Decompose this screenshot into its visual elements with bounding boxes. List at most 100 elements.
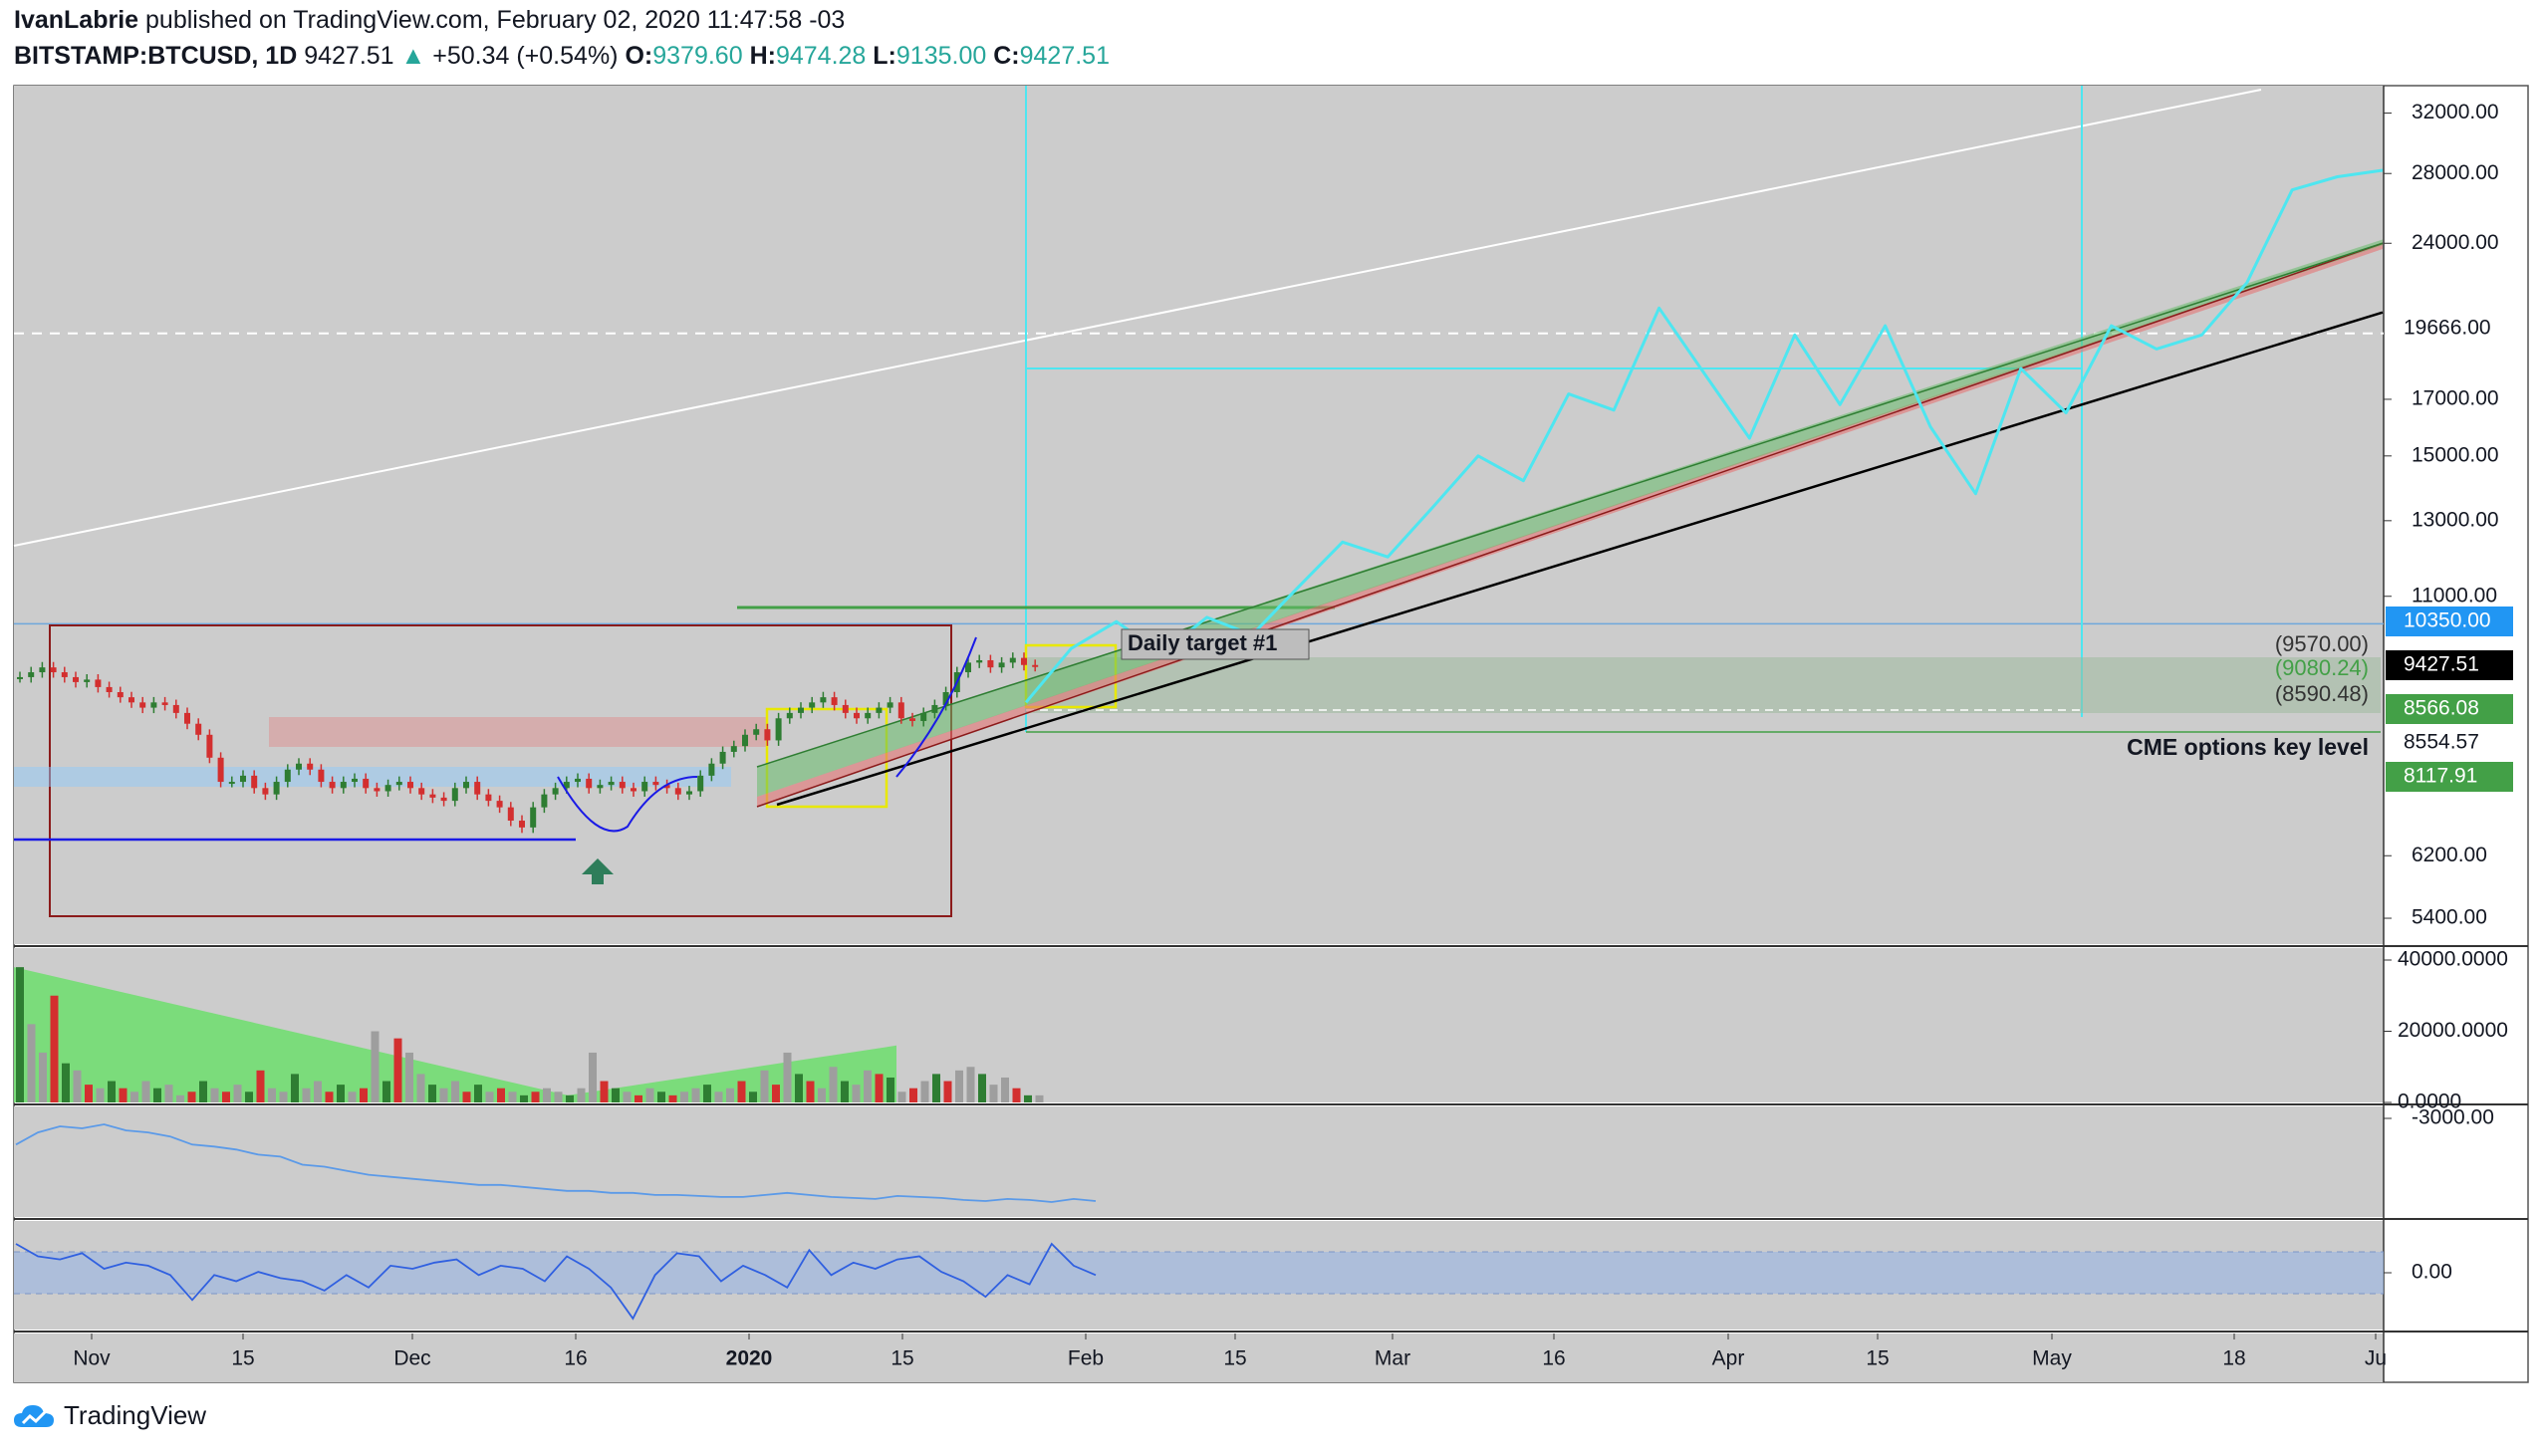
low-value: 9135.00 — [895, 42, 987, 70]
price-label: 8566.08 — [2404, 697, 2479, 720]
time-tick-label: 15 — [231, 1347, 254, 1370]
candle-body — [987, 659, 994, 668]
published-text: published on TradingView.com, February 0… — [145, 6, 846, 34]
volume-tick-label: 40000.0000 — [2398, 948, 2508, 971]
candle-body — [28, 672, 35, 677]
volume-bar — [1024, 1094, 1032, 1102]
candle-body — [831, 697, 838, 705]
candle-body — [251, 775, 258, 789]
candle-body — [897, 702, 904, 719]
indicator2-tick-label: 0.00 — [2412, 1261, 2452, 1284]
price-label: 9427.51 — [2404, 653, 2479, 676]
price-label-bg — [2386, 650, 2513, 680]
volume-bar — [405, 1052, 413, 1102]
candle-body — [1009, 657, 1016, 663]
daily-target-label: Daily target #1 — [1128, 630, 1277, 655]
volume-bar — [485, 1092, 494, 1102]
volume-bar — [508, 1092, 517, 1102]
tradingview-brand[interactable]: TradingView — [64, 1400, 207, 1430]
candle-body — [942, 692, 949, 705]
volume-bar — [989, 1085, 998, 1102]
candle-body — [296, 763, 302, 770]
volume-bar — [279, 1092, 288, 1102]
low-label: L: — [873, 42, 896, 70]
candle-body — [865, 712, 872, 719]
last-price: 9427.51 — [304, 42, 394, 70]
channel-line-green — [756, 242, 2384, 768]
time-tick-label: Nov — [73, 1347, 111, 1370]
candle-body — [363, 778, 370, 789]
time-tick-label: 16 — [564, 1347, 587, 1370]
volume-bar — [955, 1070, 963, 1102]
candle-body — [686, 791, 692, 795]
time-tick-label: Ju — [2365, 1347, 2387, 1370]
volume-bar — [153, 1088, 161, 1102]
volume-bar — [348, 1092, 357, 1102]
author-name[interactable]: IvanLabrie — [14, 6, 139, 34]
volume-bar — [737, 1081, 746, 1102]
volume-trend-area — [14, 967, 896, 1102]
price-label-bg — [2386, 694, 2513, 724]
price-pane — [14, 86, 2384, 944]
volume-bar — [806, 1081, 815, 1102]
symbol-line: BITSTAMP:BTCUSD, 1D 9427.51 ▲ +50.34 (+0… — [14, 42, 1110, 71]
candle-body — [228, 782, 235, 785]
volume-bar — [589, 1052, 597, 1102]
candle-body — [418, 788, 425, 795]
candle-body — [798, 707, 804, 713]
volume-bar — [27, 1024, 36, 1102]
volume-bar — [360, 1088, 368, 1102]
candle-body — [240, 775, 246, 783]
volume-bar — [85, 1085, 93, 1102]
price-tick-label: 17000.00 — [2412, 386, 2499, 409]
volume-bar — [932, 1074, 940, 1102]
candle-body — [909, 718, 915, 721]
time-tick-label: 2020 — [726, 1347, 773, 1370]
candle-body — [217, 757, 224, 783]
candle-body — [697, 775, 704, 792]
candle-body — [876, 707, 883, 713]
fib-level-9570: (9570.00) — [2275, 631, 2369, 656]
indicator2-band — [14, 1252, 2384, 1294]
candle-body — [931, 704, 938, 713]
candle-body — [307, 763, 314, 770]
up-triangle-icon: ▲ — [400, 42, 426, 70]
candle-body — [95, 679, 102, 687]
volume-bar — [920, 1081, 929, 1102]
footer: TradingView — [12, 1400, 206, 1431]
target-zone — [1026, 657, 2381, 713]
volume-bar — [108, 1081, 116, 1102]
candle-body — [976, 659, 983, 663]
close-value: 9427.51 — [1019, 42, 1110, 70]
volume-bar — [497, 1088, 505, 1102]
price-label: 8554.57 — [2404, 731, 2479, 754]
close-label: C: — [993, 42, 1020, 70]
volume-bar — [657, 1092, 665, 1102]
volume-bar — [451, 1081, 459, 1102]
candle-body — [742, 734, 748, 747]
trendline-white — [13, 89, 2262, 547]
volume-bar — [864, 1070, 872, 1102]
high-label: H: — [749, 42, 776, 70]
candle-body — [318, 769, 325, 783]
volume-bar — [16, 967, 24, 1102]
volume-bar — [233, 1085, 242, 1102]
channel-line-red — [756, 242, 2384, 808]
fib-level-8590: (8590.48) — [2275, 681, 2369, 706]
volume-bar — [130, 1092, 138, 1102]
candle-body — [631, 788, 636, 792]
candle-body — [719, 751, 726, 764]
chart-canvas[interactable]: 32000.00 28000.00 24000.00 17000.00 15000.00… — [0, 0, 2542, 1394]
candle-body — [597, 785, 604, 789]
price-tick-label: 13000.00 — [2412, 508, 2499, 531]
candle-body — [284, 769, 291, 783]
volume-tick-label: 20000.0000 — [2398, 1019, 2508, 1042]
time-tick-label: May — [2032, 1347, 2072, 1370]
candle-body — [429, 794, 436, 798]
volume-bar — [141, 1081, 150, 1102]
volume-bar — [291, 1074, 299, 1102]
symbol-label[interactable]: BITSTAMP:BTCUSD, 1D — [14, 42, 298, 70]
volume-bar — [943, 1081, 952, 1102]
volume-bar — [462, 1092, 471, 1102]
candle-body — [541, 794, 548, 808]
